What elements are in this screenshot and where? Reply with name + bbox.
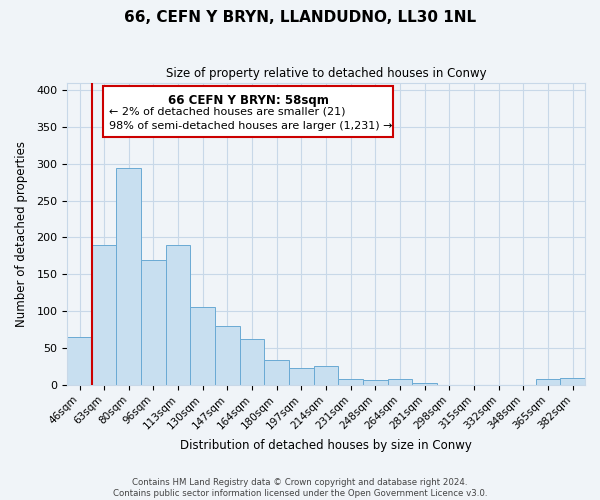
FancyBboxPatch shape bbox=[103, 86, 394, 138]
Text: 66 CEFN Y BRYN: 58sqm: 66 CEFN Y BRYN: 58sqm bbox=[168, 94, 329, 106]
Bar bbox=[536, 380, 560, 384]
Text: ← 2% of detached houses are smaller (21): ← 2% of detached houses are smaller (21) bbox=[109, 106, 345, 117]
Bar bbox=[338, 378, 363, 384]
Bar bbox=[363, 380, 388, 384]
Bar bbox=[190, 308, 215, 384]
Bar bbox=[289, 368, 314, 384]
Bar bbox=[67, 337, 92, 384]
Bar bbox=[560, 378, 585, 384]
Y-axis label: Number of detached properties: Number of detached properties bbox=[15, 141, 28, 327]
Bar bbox=[388, 378, 412, 384]
Text: Contains HM Land Registry data © Crown copyright and database right 2024.
Contai: Contains HM Land Registry data © Crown c… bbox=[113, 478, 487, 498]
Bar bbox=[265, 360, 289, 384]
Text: 98% of semi-detached houses are larger (1,231) →: 98% of semi-detached houses are larger (… bbox=[109, 120, 392, 130]
Bar bbox=[240, 339, 265, 384]
Bar bbox=[116, 168, 141, 384]
Title: Size of property relative to detached houses in Conwy: Size of property relative to detached ho… bbox=[166, 68, 487, 80]
Bar bbox=[314, 366, 338, 384]
Bar bbox=[92, 245, 116, 384]
Bar bbox=[141, 260, 166, 384]
Bar bbox=[412, 383, 437, 384]
Bar bbox=[166, 245, 190, 384]
Text: 66, CEFN Y BRYN, LLANDUDNO, LL30 1NL: 66, CEFN Y BRYN, LLANDUDNO, LL30 1NL bbox=[124, 10, 476, 25]
X-axis label: Distribution of detached houses by size in Conwy: Distribution of detached houses by size … bbox=[180, 440, 472, 452]
Bar bbox=[215, 326, 240, 384]
